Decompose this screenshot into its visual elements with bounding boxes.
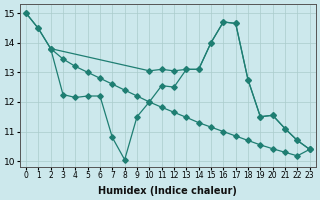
X-axis label: Humidex (Indice chaleur): Humidex (Indice chaleur) xyxy=(98,186,237,196)
